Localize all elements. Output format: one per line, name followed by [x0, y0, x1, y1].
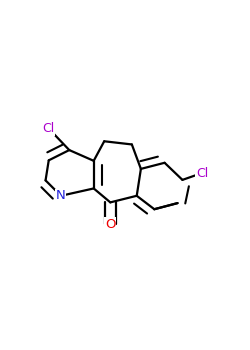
Text: N: N [56, 189, 66, 202]
Text: Cl: Cl [42, 122, 55, 135]
Text: O: O [105, 218, 116, 231]
Text: Cl: Cl [196, 167, 208, 180]
